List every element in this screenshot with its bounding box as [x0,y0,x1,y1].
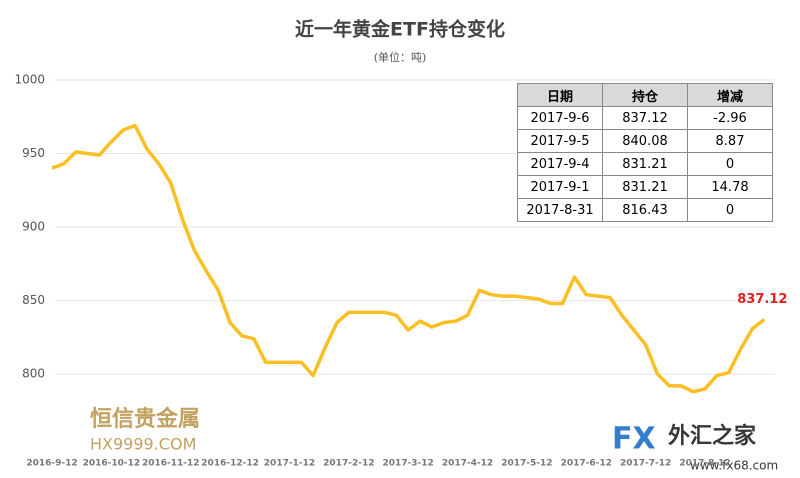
x-tick-label: 2017-3-12 [383,459,434,469]
chart-subtitle: (单位：吨) [374,50,427,64]
watermark: 外汇之家 [668,423,757,449]
x-tick-label: 2016-11-12 [142,459,200,469]
x-tick-label: 2016-10-12 [83,459,141,469]
table-cell: -2.96 [687,106,773,130]
table-row: 2017-9-4 831.21 0 [517,152,773,176]
table-cell: 840.08 [602,129,688,153]
x-tick-label: 2017-8-12 [679,459,730,469]
y-tick-label: 1000 [14,72,45,86]
table-header: 日期 [517,83,603,107]
table-cell: 816.43 [602,198,688,222]
table-cell: 2017-9-1 [517,175,603,199]
x-tick-label: 2016-12-12 [201,459,259,469]
table-cell: 831.21 [602,152,688,176]
table-row: 2017-9-5 840.08 8.87 [517,129,773,153]
y-tick-label: 800 [22,367,45,381]
watermark: FX [612,422,656,457]
x-tick-label: 2017-1-12 [264,459,315,469]
table-row: 日期 持仓 增减 [517,83,773,107]
data-table: 日期 持仓 增减 2017-9-6 837.12 -2.96 2017-9-5 840.08 8… [517,83,773,222]
x-tick-label: 2017-4-12 [442,459,493,469]
y-tick-label: 850 [22,293,45,307]
table-row: 2017-9-6 837.12 -2.96 [517,106,773,130]
data-line [51,123,766,394]
table-cell: 2017-9-4 [517,152,603,176]
watermark: 恒信贵金属 [90,406,200,432]
table-cell: 0 [687,152,773,176]
y-tick-label: 950 [22,146,45,160]
watermark: www.fx68.com [690,459,778,473]
data-label: 837.12 [737,292,787,307]
table-header: 增减 [687,83,773,107]
table-header: 持仓 [602,83,688,107]
table-cell: 2017-9-5 [517,129,603,153]
x-tick-label: 2017-2-12 [323,459,374,469]
y-tick-label: 900 [22,220,45,234]
watermark: HX9999.COM [90,435,196,454]
table-cell: 831.21 [602,175,688,199]
table-cell: 8.87 [687,129,773,153]
x-tick-label: 2017-5-12 [501,459,552,469]
table-cell: 14.78 [687,175,773,199]
table-cell: 837.12 [602,106,688,130]
table-row: 2017-9-1 831.21 14.78 [517,175,773,199]
table-cell: 2017-8-31 [517,198,603,222]
table-cell: 2017-9-6 [517,106,603,130]
x-tick-label: 2017-7-12 [620,459,671,469]
x-tick-label: 2016-9-12 [26,459,77,469]
table-cell: 0 [687,198,773,222]
x-tick-label: 2017-6-12 [561,459,612,469]
chart-title: 近一年黄金ETF持仓变化 [295,18,505,41]
table-row: 2017-8-31 816.43 0 [517,198,773,222]
